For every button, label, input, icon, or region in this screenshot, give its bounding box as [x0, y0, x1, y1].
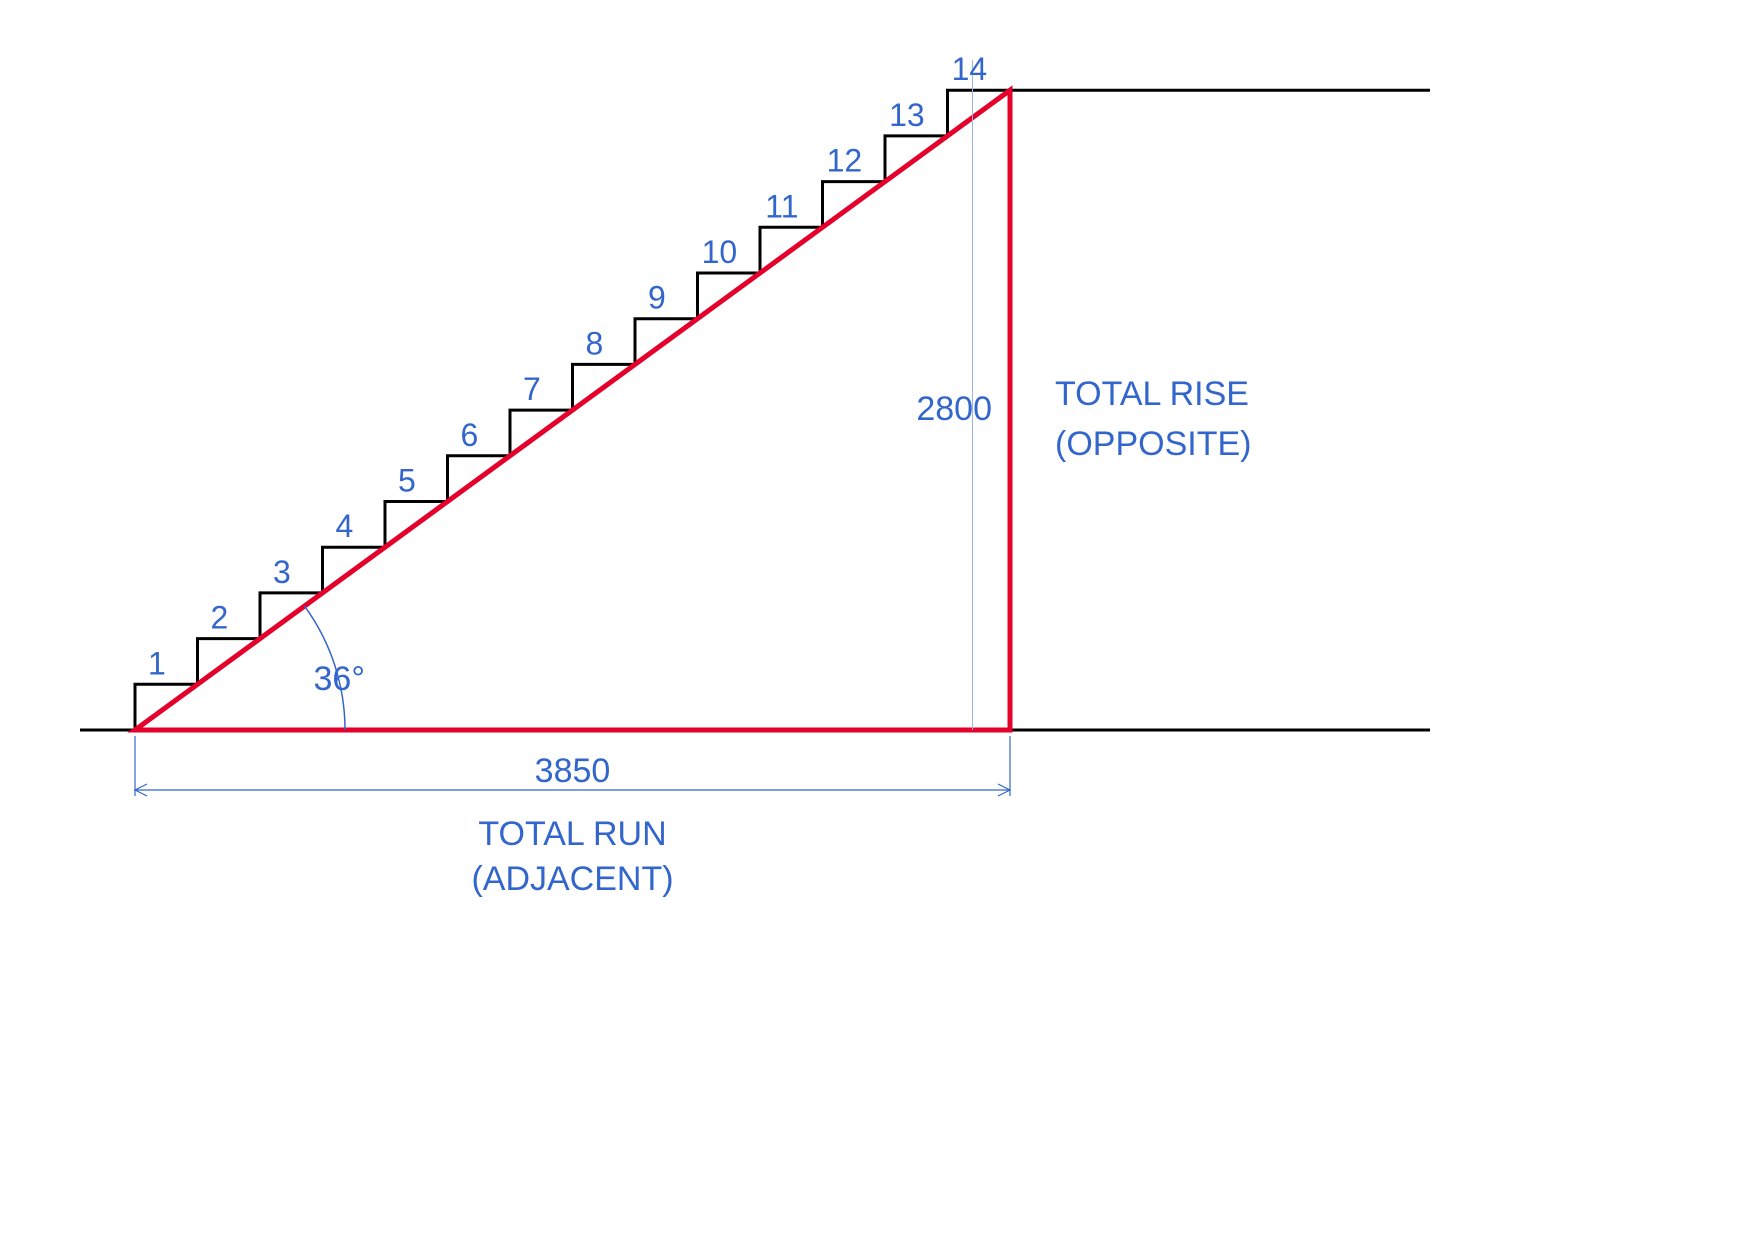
- rise-label-2: (OPPOSITE): [1055, 425, 1251, 463]
- step-label: 12: [827, 143, 863, 179]
- angle-label: 36°: [314, 660, 365, 698]
- step-label: 6: [460, 417, 478, 453]
- run-label-2: (ADJACENT): [471, 860, 673, 898]
- step-label: 1: [148, 645, 166, 681]
- step-label: 2: [210, 600, 228, 636]
- rise-label-1: TOTAL RISE: [1055, 375, 1249, 413]
- triangle: [135, 90, 1010, 730]
- step-label: 13: [889, 97, 925, 133]
- step-label: 4: [335, 508, 353, 544]
- run-value: 3850: [535, 752, 611, 790]
- rise-value: 2800: [916, 390, 992, 428]
- run-label-1: TOTAL RUN: [478, 815, 666, 853]
- step-label: 3: [273, 554, 291, 590]
- step-label: 11: [765, 188, 798, 224]
- step-label: 14: [952, 51, 988, 87]
- step-label: 10: [702, 234, 738, 270]
- stair-diagram: 123456789101112131436°3850TOTAL RUN(ADJA…: [0, 0, 1753, 1240]
- step-label: 8: [585, 325, 603, 361]
- step-label: 5: [398, 463, 416, 499]
- step-label: 7: [523, 371, 541, 407]
- step-label: 9: [648, 280, 666, 316]
